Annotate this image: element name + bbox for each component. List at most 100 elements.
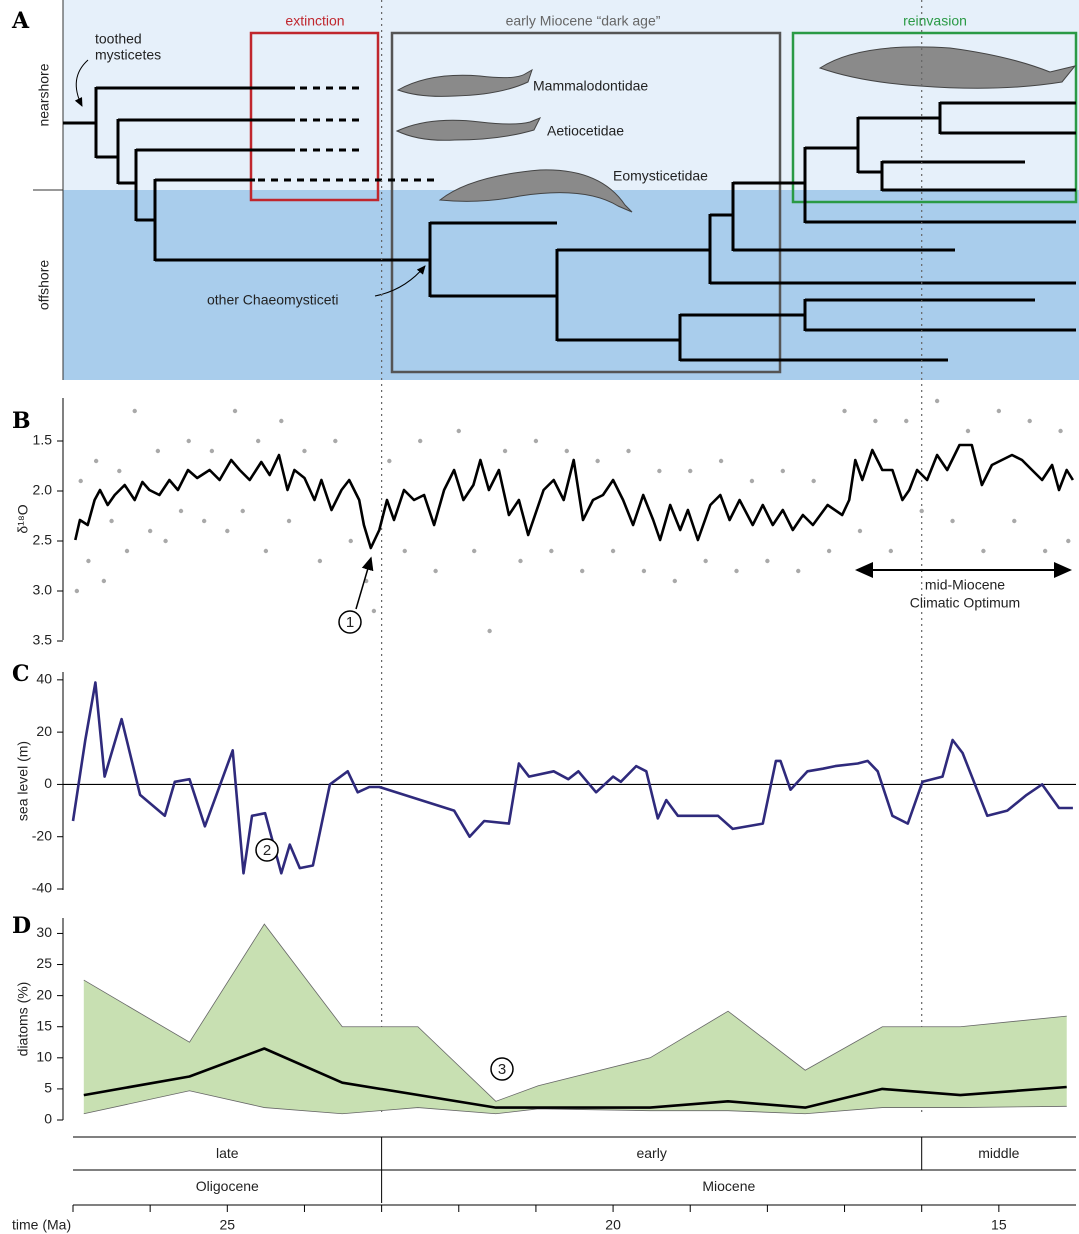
- y-tick-label: -20: [32, 827, 52, 843]
- data-point: [765, 558, 770, 564]
- box-label: reinvasion: [903, 13, 967, 29]
- data-point: [86, 558, 91, 564]
- y-tick-label: 3.0: [33, 582, 53, 598]
- y-tick-label: 25: [36, 955, 52, 971]
- y-tick-label: 40: [36, 671, 52, 687]
- data-point: [417, 438, 423, 444]
- annotation: 1: [346, 614, 354, 631]
- data-line: [74, 443, 1075, 550]
- data-point: [996, 408, 1002, 414]
- data-point: [796, 568, 801, 574]
- data-point: [109, 518, 114, 524]
- data-point: [201, 518, 207, 524]
- y-tick-label: 10: [36, 1049, 52, 1065]
- data-point: [302, 448, 307, 454]
- data-point: [518, 558, 523, 564]
- data-point: [981, 548, 986, 554]
- data-point: [286, 518, 292, 524]
- data-point: [333, 438, 338, 444]
- panel-a: A nearshore offshore extinction early Mi…: [11, 0, 1079, 380]
- y-axis-label: δ¹⁸O: [15, 504, 31, 533]
- data-point: [811, 478, 816, 484]
- data-point: [225, 528, 230, 534]
- dark-age-box: [390, 31, 782, 374]
- clade-label: Eomysticetidae: [613, 168, 708, 184]
- data-point: [232, 408, 238, 414]
- offshore-zone: [63, 190, 1079, 380]
- panel-label: C: [12, 661, 30, 687]
- data-point: [842, 408, 847, 414]
- data-point: [965, 428, 971, 434]
- data-point: [610, 548, 616, 554]
- data-point: [718, 458, 724, 464]
- y-tick-label: 2.5: [33, 532, 53, 548]
- reinvasion-box: [791, 31, 1078, 204]
- data-point: [1066, 538, 1071, 544]
- data-point: [255, 438, 261, 444]
- data-point: [74, 588, 80, 594]
- data-point: [78, 478, 83, 484]
- data-point: [826, 548, 832, 554]
- data-point: [263, 548, 269, 554]
- y-tick-label: 3.5: [33, 632, 53, 648]
- panel-label: A: [11, 8, 30, 34]
- data-point: [1058, 428, 1063, 434]
- data-point: [549, 548, 554, 554]
- y-axis-label: diatoms (%): [15, 982, 31, 1057]
- pointer-arrow: [374, 265, 426, 297]
- clade-label: Mammalodontidae: [533, 78, 648, 94]
- data-point: [626, 448, 631, 454]
- y-tick-label: 1.5: [33, 432, 53, 448]
- data-point: [888, 548, 894, 554]
- data-point: [240, 508, 245, 514]
- clade-label: toothed: [95, 31, 142, 47]
- data-point: [688, 468, 693, 474]
- y-tick-label: -40: [32, 880, 52, 896]
- data-point: [672, 578, 677, 584]
- y-tick-label: 2.0: [33, 482, 53, 498]
- zone-label: offshore: [36, 260, 52, 311]
- data-point: [487, 628, 492, 634]
- y-axis-label: sea level (m): [15, 741, 31, 821]
- data-point: [857, 528, 863, 534]
- phylogeny: [63, 86, 1076, 362]
- data-point: [348, 538, 353, 544]
- nearshore-zone: [63, 0, 1079, 190]
- data-point: [657, 468, 662, 474]
- annotation: Climatic Optimum: [910, 595, 1020, 611]
- data-point: [919, 508, 924, 514]
- band-upper: [83, 923, 1067, 1102]
- pointer-arrow: [355, 556, 374, 610]
- data-point: [472, 548, 477, 554]
- data-point: [934, 398, 940, 404]
- data-point: [580, 568, 585, 574]
- data-point: [371, 608, 377, 614]
- data-point: [279, 418, 284, 424]
- data-point: [433, 568, 438, 574]
- stage-label: late: [216, 1145, 239, 1161]
- x-tick-label: 25: [220, 1217, 236, 1233]
- data-point: [93, 458, 99, 464]
- data-point: [873, 418, 878, 424]
- annotation: mid-Miocene: [925, 577, 1005, 593]
- y-tick-label: 0: [44, 1111, 52, 1127]
- data-point: [387, 458, 392, 464]
- zone-label: nearshore: [36, 63, 52, 126]
- data-point: [502, 448, 508, 454]
- data-point: [595, 458, 600, 464]
- pointer-arrow: [74, 59, 89, 107]
- annotation-circle: [490, 1057, 514, 1081]
- stage-label: middle: [978, 1145, 1019, 1161]
- annotation: 2: [263, 842, 271, 859]
- clade-label: other Chaeomysticeti: [207, 292, 339, 308]
- data-point: [186, 438, 191, 444]
- data-point: [904, 418, 909, 424]
- data-point: [402, 548, 407, 554]
- data-point: [155, 448, 161, 454]
- y-tick-label: 0: [44, 775, 52, 791]
- band-fill: [83, 924, 1067, 1114]
- data-point: [1012, 518, 1017, 524]
- epoch-label: Oligocene: [196, 1178, 259, 1194]
- data-point: [163, 538, 168, 544]
